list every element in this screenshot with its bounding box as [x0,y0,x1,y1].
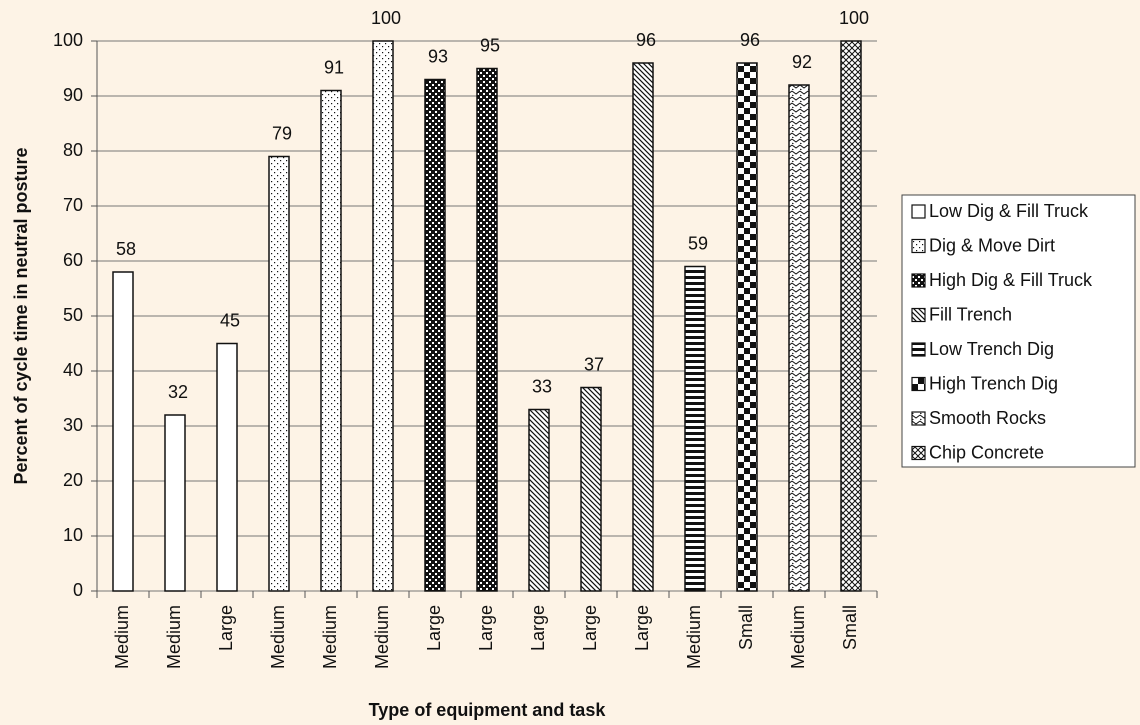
y-tick-label: 20 [63,470,83,490]
x-axis-title: Type of equipment and task [369,700,607,720]
x-tick-label: Small [736,605,756,650]
x-tick-label: Medium [164,605,184,669]
legend-label: Fill Trench [929,304,1012,324]
x-tick-label: Large [424,605,444,651]
legend-swatch [911,238,926,254]
bar [736,62,758,592]
legend-label: Low Dig & Fill Truck [929,201,1089,221]
legend-label: Low Trench Dig [929,339,1054,359]
data-label: 79 [272,123,292,143]
bar [476,67,498,592]
x-tick-label: Medium [268,605,288,669]
x-tick-label: Large [632,605,652,651]
x-tick-label: Large [528,605,548,651]
y-tick-label: 90 [63,85,83,105]
legend-swatch [911,307,926,323]
y-tick-label: 10 [63,525,83,545]
legend-label: Dig & Move Dirt [929,235,1055,255]
legend-swatch [911,204,926,219]
x-tick-label: Medium [788,605,808,669]
bar [268,155,290,592]
y-tick-label: 50 [63,305,83,325]
x-tick-label: Medium [112,605,132,669]
bar [632,62,654,592]
data-label: 33 [532,376,552,396]
data-label: 92 [792,52,812,72]
legend-swatch [911,342,926,357]
bar [164,414,186,592]
x-tick-label: Large [476,605,496,651]
x-tick-label: Medium [372,605,392,669]
bar [216,342,238,592]
data-label: 45 [220,310,240,330]
legend-label: High Trench Dig [929,373,1058,393]
x-tick-label: Medium [320,605,340,669]
bar [112,271,134,592]
data-label: 96 [740,30,760,50]
bar [528,408,550,592]
data-label: 91 [324,57,344,77]
y-tick-label: 60 [63,250,83,270]
bar [840,40,862,592]
y-tick-label: 0 [73,580,83,600]
data-label: 96 [636,30,656,50]
legend-swatch [911,376,926,392]
legend-swatch [911,445,926,461]
data-label: 100 [371,8,401,28]
x-tick-label: Large [580,605,600,651]
x-tick-label: Large [216,605,236,651]
data-label: 32 [168,382,188,402]
data-label: 93 [428,46,448,66]
legend-box [901,194,1136,468]
legend-swatch [911,273,926,288]
y-axis-title: Percent of cycle time in neutral posture [11,147,31,484]
bar [320,89,342,592]
x-tick-label: Small [840,605,860,650]
y-tick-label: 70 [63,195,83,215]
y-tick-label: 100 [53,30,83,50]
legend-label: Smooth Rocks [929,408,1046,428]
data-label: 58 [116,239,136,259]
data-label: 59 [688,233,708,253]
bar [684,265,706,592]
data-label: 100 [839,8,869,28]
bar [424,78,446,592]
data-label: 95 [480,35,500,55]
legend-swatch [911,411,926,426]
bar [580,386,602,592]
y-tick-label: 80 [63,140,83,160]
data-label: 37 [584,354,604,374]
bar [788,84,810,592]
bar [372,40,394,592]
y-tick-label: 40 [63,360,83,380]
legend-label: Chip Concrete [929,442,1044,462]
x-tick-label: Medium [684,605,704,669]
y-tick-label: 30 [63,415,83,435]
legend-label: High Dig & Fill Truck [929,270,1093,290]
